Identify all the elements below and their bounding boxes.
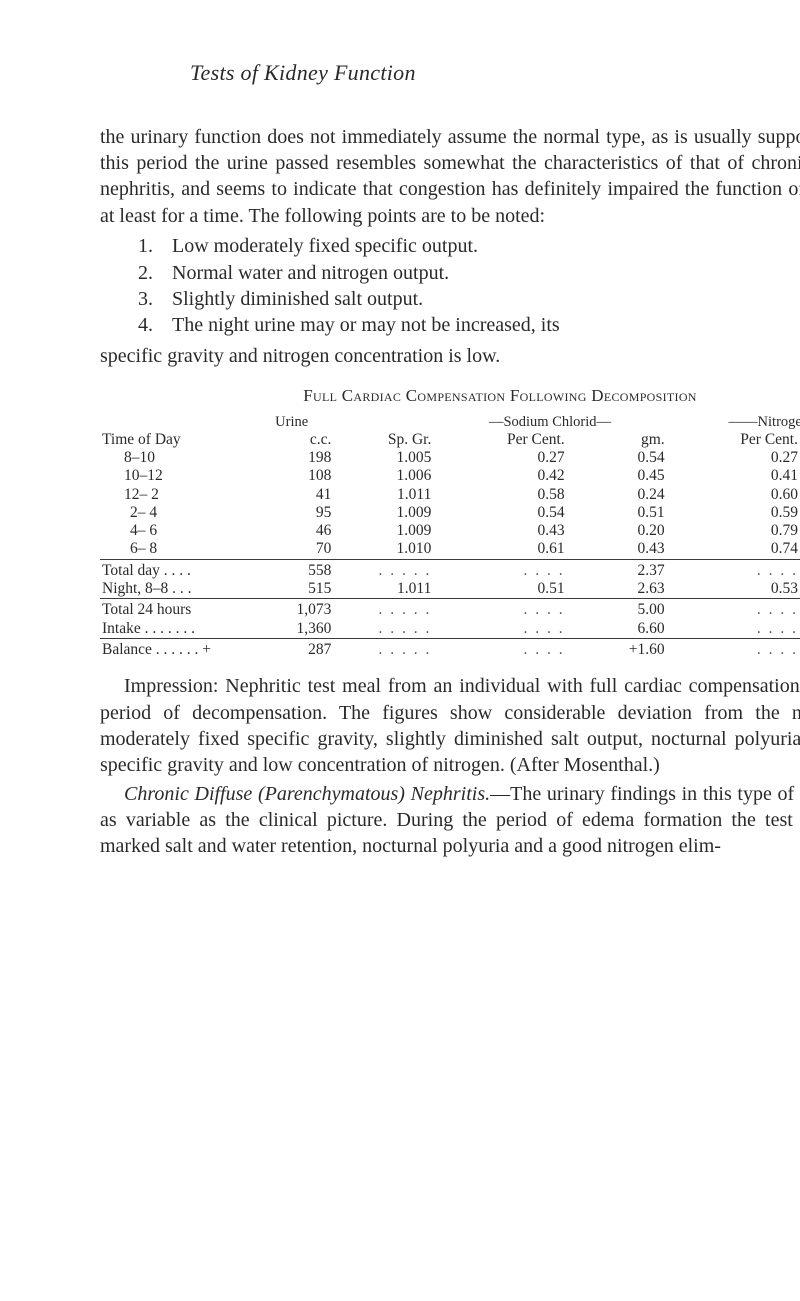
running-title: Tests of Kidney Function [190, 58, 416, 87]
table-row: Night, 8–8 . . . 515 1.011 0.51 2.63 0.5… [100, 580, 800, 599]
table-row: 10–12 108 1.006 0.42 0.45 0.41 0.44 [100, 467, 800, 485]
table-row: 2– 4 95 1.009 0.54 0.51 0.59 0.43 [100, 504, 800, 522]
list-number: 4. [138, 312, 172, 338]
span-header-row: Urine —Sodium Chlorid— ——Nitrogen—— [100, 414, 800, 431]
col-na-gm: gm. [567, 431, 667, 449]
list-item: 2. Normal water and nitrogen output. [138, 260, 800, 286]
list-number: 2. [138, 260, 172, 286]
heading-paren: (Parenchymatous) Nephritis. [252, 783, 490, 805]
table-row: 6– 8 70 1.010 0.61 0.43 0.74 0.52 [100, 540, 800, 559]
list-text: Slightly diminished salt output. [172, 286, 800, 312]
col-span-urine: Urine [250, 414, 333, 431]
col-span-sodium: —Sodium Chlorid— [433, 414, 666, 431]
para-impression: Impression: Nephritic test meal from an … [100, 673, 800, 779]
table-row: Total 24 hours 1,073 . . . . . . . . . 5… [100, 599, 800, 620]
page-header: Tests of Kidney Function 107 [100, 58, 800, 90]
para-1: the urinary function does not immediatel… [100, 124, 800, 230]
table-row: 12– 2 41 1.011 0.58 0.24 0.60 0.24 [100, 486, 800, 504]
list-number: 3. [138, 286, 172, 312]
list-number: 1. [138, 233, 172, 259]
para-tail: specific gravity and nitrogen concentrat… [100, 343, 800, 369]
col-cc: c.c. [250, 431, 333, 449]
col-na-pct: Per Cent. [433, 431, 566, 449]
header-row: Time of Day c.c. Sp. Gr. Per Cent. gm. P… [100, 431, 800, 449]
list-text: Low moderately fixed specific output. [172, 233, 800, 259]
table-row: 4– 6 46 1.009 0.43 0.20 0.79 0.36 [100, 522, 800, 540]
col-n-pct: Per Cent. [667, 431, 800, 449]
list-item: 1. Low moderately fixed specific output. [138, 233, 800, 259]
list-text: Normal water and nitrogen output. [172, 260, 800, 286]
table-caption: Full Cardiac Compensation Following Deco… [100, 385, 800, 407]
col-span-nitrogen: ——Nitrogen—— [667, 414, 800, 431]
list-item: 3. Slightly diminished salt output. [138, 286, 800, 312]
table-row: Intake . . . . . . . 1,360 . . . . . . .… [100, 620, 800, 639]
list-text: The night urine may or may not be increa… [172, 312, 800, 338]
compensation-table: Urine —Sodium Chlorid— ——Nitrogen—— Time… [100, 414, 800, 659]
para-chronic: Chronic Diffuse (Parenchymatous) Nephrit… [100, 781, 800, 860]
list-item: 4. The night urine may or may not be inc… [138, 312, 800, 338]
heading-chronic-diffuse: Chronic Diffuse [124, 783, 252, 805]
col-time: Time of Day [100, 431, 250, 449]
table-row-balance: Balance . . . . . . + 287 . . . . . . . … [100, 638, 800, 659]
table-row: 8–10 198 1.005 0.27 0.54 0.27 0.53 [100, 449, 800, 467]
table-row: Total day . . . . 558 . . . . . . . . . … [100, 559, 800, 580]
col-spgr: Sp. Gr. [333, 431, 433, 449]
numbered-list: 1. Low moderately fixed specific output.… [138, 233, 800, 339]
